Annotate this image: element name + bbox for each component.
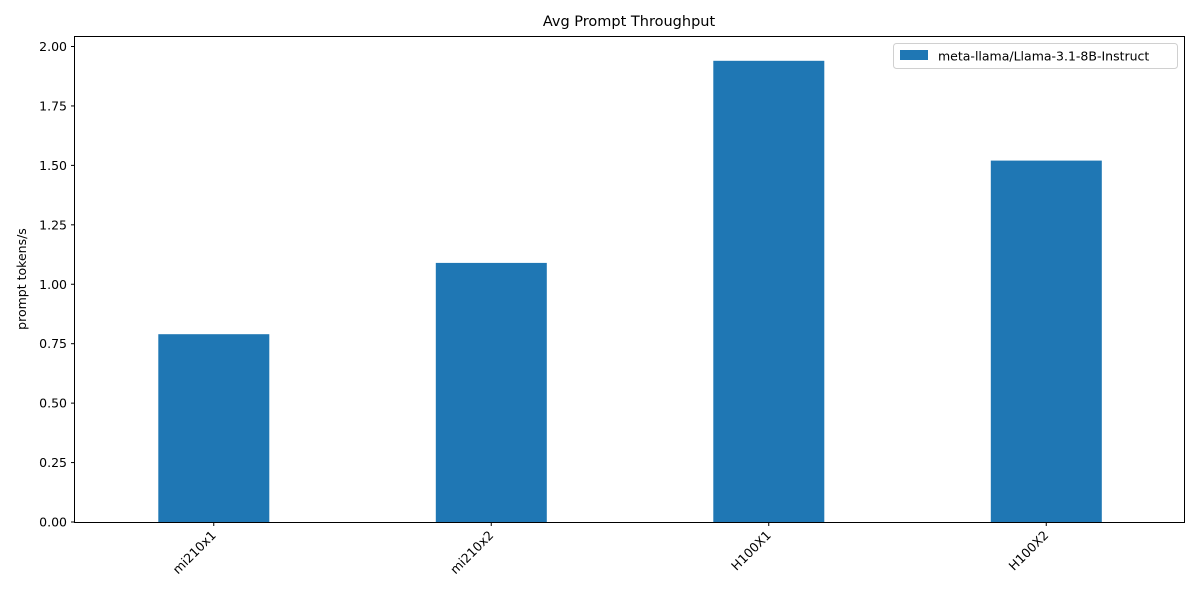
- y-tick-label: 0.50: [39, 396, 67, 411]
- chart-title: Avg Prompt Throughput: [543, 14, 716, 30]
- x-ticks-group: mi210x1 mi210x2 H100X1 H100X2: [169, 522, 1051, 577]
- y-tick-label: 1.25: [39, 217, 67, 232]
- y-tick-label: 2.00: [39, 39, 67, 54]
- y-tick-label: 0.25: [39, 455, 67, 470]
- x-tick-label: mi210x1: [169, 528, 218, 577]
- y-tick-label: 0.75: [39, 336, 67, 351]
- y-tick-label: 1.50: [39, 158, 67, 173]
- y-tick-label: 1.00: [39, 277, 67, 292]
- x-tick-label: mi210x2: [447, 528, 496, 577]
- legend-box: [893, 43, 1178, 69]
- x-tick-label: H100X1: [728, 528, 774, 574]
- legend: meta-llama/Llama-3.1-8B-Instruct: [893, 43, 1178, 69]
- y-tick-label: 1.75: [39, 98, 67, 113]
- y-axis-label: prompt tokens/s: [14, 228, 29, 330]
- legend-label: meta-llama/Llama-3.1-8B-Instruct: [938, 49, 1149, 64]
- bar-H100X1: [713, 60, 825, 523]
- bars-group: [158, 60, 1102, 523]
- plot-frame: [74, 36, 1185, 523]
- bar-mi210x1: [158, 334, 270, 522]
- bar-H100X2: [990, 160, 1102, 522]
- bar-mi210x2: [435, 262, 547, 522]
- x-tick-label: H100X2: [1006, 528, 1052, 574]
- legend-swatch: [900, 50, 928, 60]
- y-ticks-group: 0.00 0.25 0.50 0.75 1.00 1.25 1.50 1.75 2.00: [39, 39, 75, 530]
- y-tick-label: 0.00: [39, 515, 67, 530]
